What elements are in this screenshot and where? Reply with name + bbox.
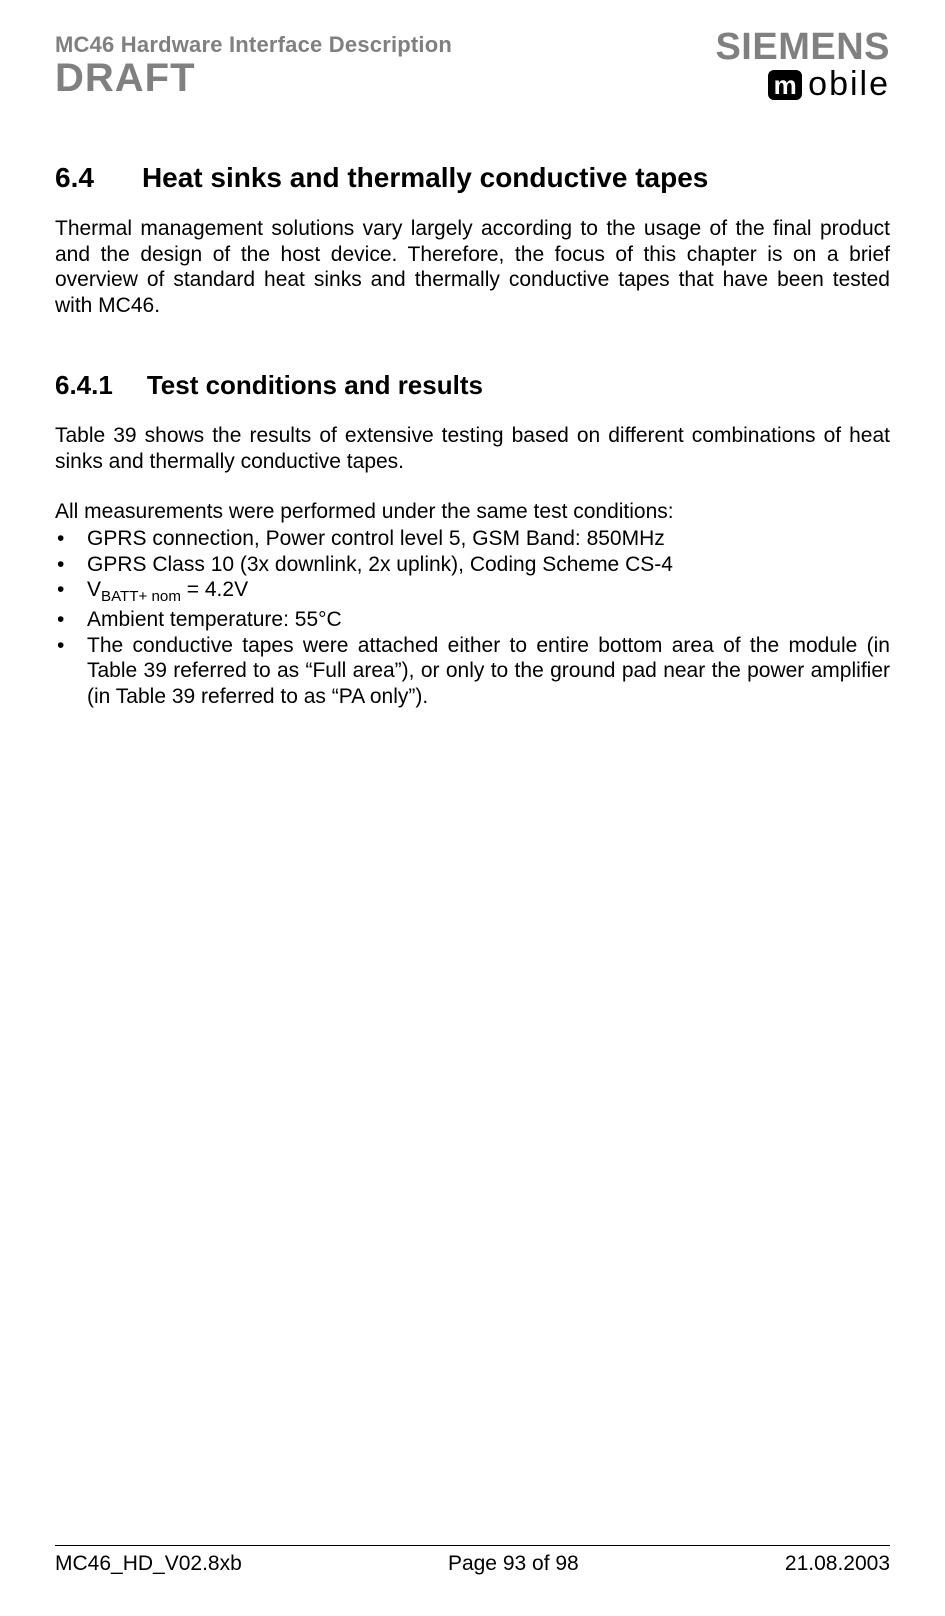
heading-3-text: Test conditions and results [147, 370, 483, 401]
list-item: • The conductive tapes were attached eit… [55, 633, 890, 710]
list-item: • GPRS connection, Power control level 5… [55, 526, 890, 552]
document-title: MC46 Hardware Interface Description [55, 32, 452, 58]
siemens-wordmark: SIEMENS [715, 26, 890, 69]
list-item-text: GPRS Class 10 (3x downlink, 2x uplink), … [87, 552, 890, 578]
bullet-icon: • [55, 552, 87, 578]
header: MC46 Hardware Interface Description DRAF… [55, 32, 890, 104]
mobile-text: obile [808, 65, 890, 104]
bullet-icon: • [55, 607, 87, 633]
var-symbol: V [87, 578, 101, 601]
paragraph: Thermal management solutions vary largel… [55, 216, 890, 318]
subscript: BATT+ nom [101, 589, 181, 606]
list-item: • VBATT+ nom = 4.2V [55, 577, 890, 607]
paragraph: Table 39 shows the results of extensive … [55, 423, 890, 474]
footer-center: Page 93 of 98 [448, 1552, 579, 1576]
watermark-draft: DRAFT [55, 56, 452, 101]
footer: MC46_HD_V02.8xb Page 93 of 98 21.08.2003 [55, 1545, 890, 1576]
mobile-wordmark: m obile [768, 65, 890, 104]
heading-2-number: 6.4 [55, 162, 94, 194]
list-item-text: GPRS connection, Power control level 5, … [87, 526, 890, 552]
list-item-text: The conductive tapes were attached eithe… [87, 633, 890, 710]
bullet-list: • GPRS connection, Power control level 5… [55, 526, 890, 709]
list-item: • GPRS Class 10 (3x downlink, 2x uplink)… [55, 552, 890, 578]
bullet-icon: • [55, 526, 87, 552]
footer-left: MC46_HD_V02.8xb [55, 1552, 242, 1576]
brand-logo: SIEMENS m obile [715, 26, 890, 104]
list-item-text: VBATT+ nom = 4.2V [87, 577, 890, 607]
bullet-icon: • [55, 577, 87, 603]
heading-3: 6.4.1 Test conditions and results [55, 370, 890, 401]
footer-right: 21.08.2003 [785, 1552, 890, 1576]
list-item-text: Ambient temperature: 55°C [87, 607, 890, 633]
heading-2-text: Heat sinks and thermally conductive tape… [142, 162, 708, 194]
bullet-icon: • [55, 633, 87, 659]
header-left: MC46 Hardware Interface Description DRAF… [55, 32, 452, 101]
m-icon: m [768, 70, 802, 100]
list-intro: All measurements were performed under th… [55, 499, 890, 525]
content: 6.4 Heat sinks and thermally conductive … [55, 162, 890, 710]
heading-2: 6.4 Heat sinks and thermally conductive … [55, 162, 890, 194]
var-value: = 4.2V [181, 578, 248, 601]
page: MC46 Hardware Interface Description DRAF… [0, 0, 945, 1616]
heading-3-number: 6.4.1 [55, 370, 113, 401]
list-item: • Ambient temperature: 55°C [55, 607, 890, 633]
